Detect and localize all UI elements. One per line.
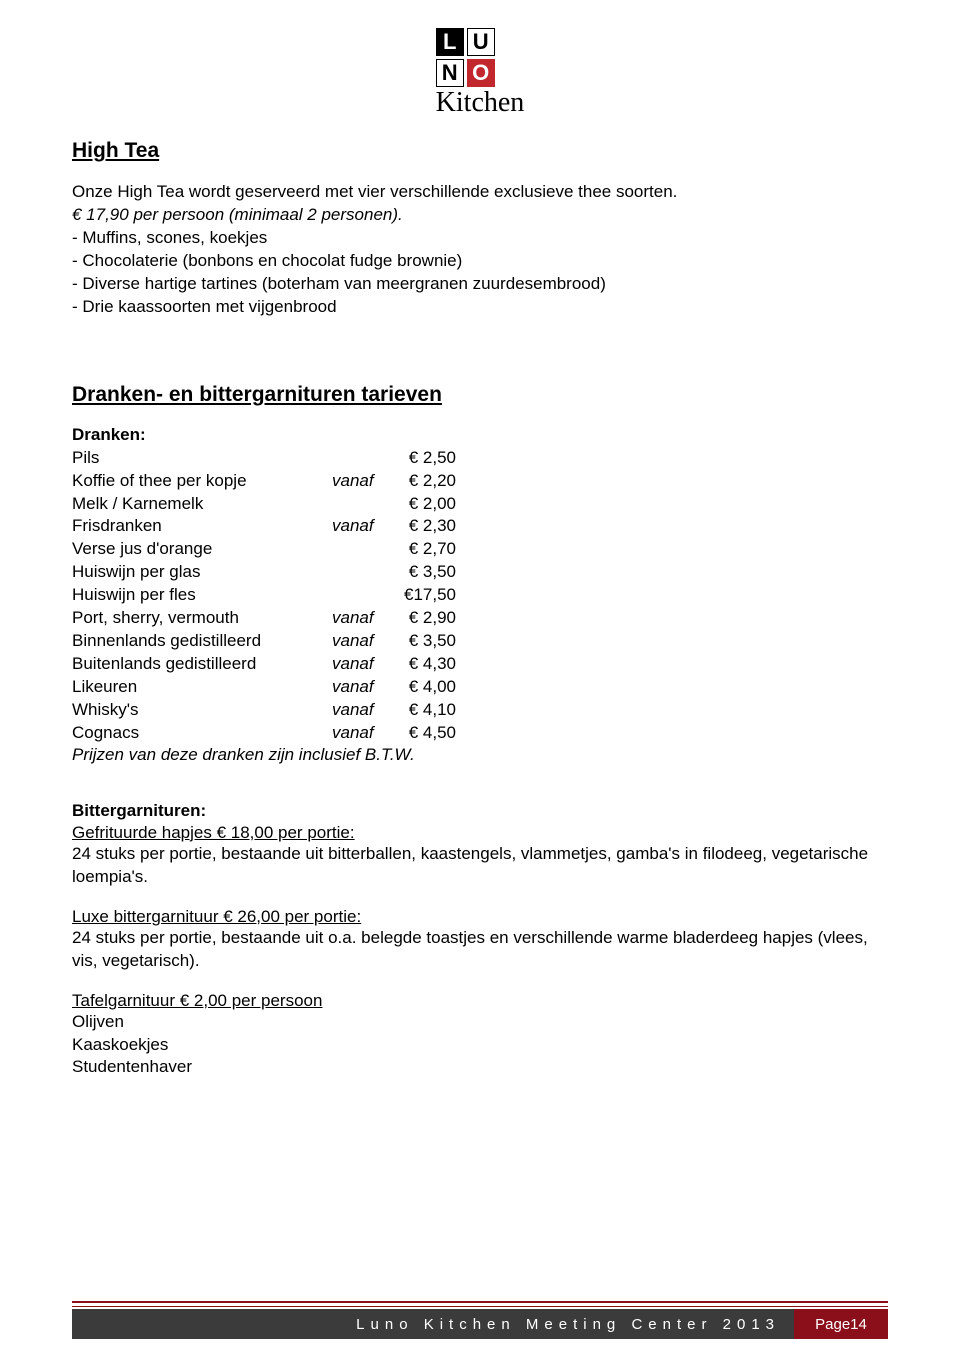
price-list: Pils € 2,50 Koffie of thee per kopje van… bbox=[72, 447, 888, 745]
price-row: Port, sherry, vermouth vanaf € 2,90 bbox=[72, 607, 888, 630]
price-value: € 4,30 bbox=[386, 653, 456, 676]
logo-cell-O: O bbox=[467, 59, 495, 87]
logo-cell-U: U bbox=[467, 28, 495, 56]
price-vanaf bbox=[332, 584, 386, 607]
price-label: Verse jus d'orange bbox=[72, 538, 332, 561]
price-label: Cognacs bbox=[72, 722, 332, 745]
price-vanaf: vanaf bbox=[332, 722, 386, 745]
price-note: Prijzen van deze dranken zijn inclusief … bbox=[72, 745, 888, 765]
price-value: € 2,50 bbox=[386, 447, 456, 470]
price-row: Koffie of thee per kopje vanaf € 2,20 bbox=[72, 470, 888, 493]
price-label: Frisdranken bbox=[72, 515, 332, 538]
high-tea-intro-line: Onze High Tea wordt geserveerd met vier … bbox=[72, 181, 888, 204]
bitter-subheading: Bittergarnituren: bbox=[72, 801, 888, 821]
bitter-item2-title: Luxe bittergarnituur € 26,00 per portie: bbox=[72, 907, 888, 927]
bitter-item2-body: 24 stuks per portie, bestaande uit o.a. … bbox=[72, 927, 888, 973]
price-vanaf: vanaf bbox=[332, 699, 386, 722]
price-row: Melk / Karnemelk € 2,00 bbox=[72, 493, 888, 516]
price-row: Binnenlands gedistilleerd vanaf € 3,50 bbox=[72, 630, 888, 653]
price-value: € 3,50 bbox=[386, 630, 456, 653]
price-label: Huiswijn per glas bbox=[72, 561, 332, 584]
price-label: Binnenlands gedistilleerd bbox=[72, 630, 332, 653]
price-vanaf bbox=[332, 561, 386, 584]
price-vanaf: vanaf bbox=[332, 607, 386, 630]
price-label: Likeuren bbox=[72, 676, 332, 699]
price-row: Whisky's vanaf € 4,10 bbox=[72, 699, 888, 722]
bullet-item: - Diverse hartige tartines (boterham van… bbox=[72, 273, 888, 296]
price-row: Huiswijn per fles €17,50 bbox=[72, 584, 888, 607]
footer: Luno Kitchen Meeting Center 2013 Page14 bbox=[72, 1301, 888, 1339]
logo-grid: L U N O bbox=[436, 28, 525, 87]
price-vanaf: vanaf bbox=[332, 515, 386, 538]
price-row: Huiswijn per glas € 3,50 bbox=[72, 561, 888, 584]
footer-title: Luno Kitchen Meeting Center 2013 bbox=[72, 1309, 794, 1339]
price-value: € 2,20 bbox=[386, 470, 456, 493]
bitter-item3-line: Olijven bbox=[72, 1011, 888, 1034]
price-value: € 3,50 bbox=[386, 561, 456, 584]
price-value: € 4,50 bbox=[386, 722, 456, 745]
bullet-item: - Chocolaterie (bonbons en chocolat fudg… bbox=[72, 250, 888, 273]
price-label: Huiswijn per fles bbox=[72, 584, 332, 607]
bitter-item3-line: Studentenhaver bbox=[72, 1056, 888, 1079]
price-vanaf: vanaf bbox=[332, 630, 386, 653]
bullet-item: - Muffins, scones, koekjes bbox=[72, 227, 888, 250]
logo-cell-L: L bbox=[436, 28, 464, 56]
dranken-title: Dranken- en bittergarnituren tarieven bbox=[72, 383, 888, 407]
price-vanaf bbox=[332, 493, 386, 516]
footer-divider bbox=[72, 1301, 888, 1303]
price-value: € 2,90 bbox=[386, 607, 456, 630]
price-row: Verse jus d'orange € 2,70 bbox=[72, 538, 888, 561]
price-vanaf: vanaf bbox=[332, 470, 386, 493]
price-vanaf bbox=[332, 447, 386, 470]
price-label: Buitenlands gedistilleerd bbox=[72, 653, 332, 676]
price-value: € 2,00 bbox=[386, 493, 456, 516]
price-vanaf: vanaf bbox=[332, 676, 386, 699]
logo: L U N O Kitchen bbox=[72, 28, 888, 117]
price-value: € 4,00 bbox=[386, 676, 456, 699]
price-value: € 4,10 bbox=[386, 699, 456, 722]
price-vanaf: vanaf bbox=[332, 653, 386, 676]
price-value: €17,50 bbox=[386, 584, 456, 607]
high-tea-bullets: - Muffins, scones, koekjes - Chocolateri… bbox=[72, 227, 888, 319]
high-tea-title: High Tea bbox=[72, 139, 888, 163]
price-label: Port, sherry, vermouth bbox=[72, 607, 332, 630]
high-tea-price-line: € 17,90 per persoon (minimaal 2 personen… bbox=[72, 204, 888, 227]
price-row: Frisdranken vanaf € 2,30 bbox=[72, 515, 888, 538]
price-vanaf bbox=[332, 538, 386, 561]
price-label: Whisky's bbox=[72, 699, 332, 722]
price-row: Pils € 2,50 bbox=[72, 447, 888, 470]
bitter-item3-title: Tafelgarnituur € 2,00 per persoon bbox=[72, 991, 888, 1011]
logo-cell-N: N bbox=[436, 59, 464, 87]
price-row: Cognacs vanaf € 4,50 bbox=[72, 722, 888, 745]
price-label: Melk / Karnemelk bbox=[72, 493, 332, 516]
dranken-subheading: Dranken: bbox=[72, 425, 888, 445]
footer-page: Page14 bbox=[794, 1309, 888, 1339]
bullet-item: - Drie kaassoorten met vijgenbrood bbox=[72, 296, 888, 319]
price-label: Pils bbox=[72, 447, 332, 470]
footer-divider-thin bbox=[72, 1306, 888, 1307]
high-tea-intro: Onze High Tea wordt geserveerd met vier … bbox=[72, 181, 888, 227]
price-row: Buitenlands gedistilleerd vanaf € 4,30 bbox=[72, 653, 888, 676]
bitter-item1-title: Gefrituurde hapjes € 18,00 per portie: bbox=[72, 823, 888, 843]
bitter-item3-line: Kaaskoekjes bbox=[72, 1034, 888, 1057]
price-label: Koffie of thee per kopje bbox=[72, 470, 332, 493]
bitter-item1-body: 24 stuks per portie, bestaande uit bitte… bbox=[72, 843, 888, 889]
price-value: € 2,30 bbox=[386, 515, 456, 538]
price-value: € 2,70 bbox=[386, 538, 456, 561]
price-row: Likeuren vanaf € 4,00 bbox=[72, 676, 888, 699]
logo-script: Kitchen bbox=[436, 89, 525, 117]
